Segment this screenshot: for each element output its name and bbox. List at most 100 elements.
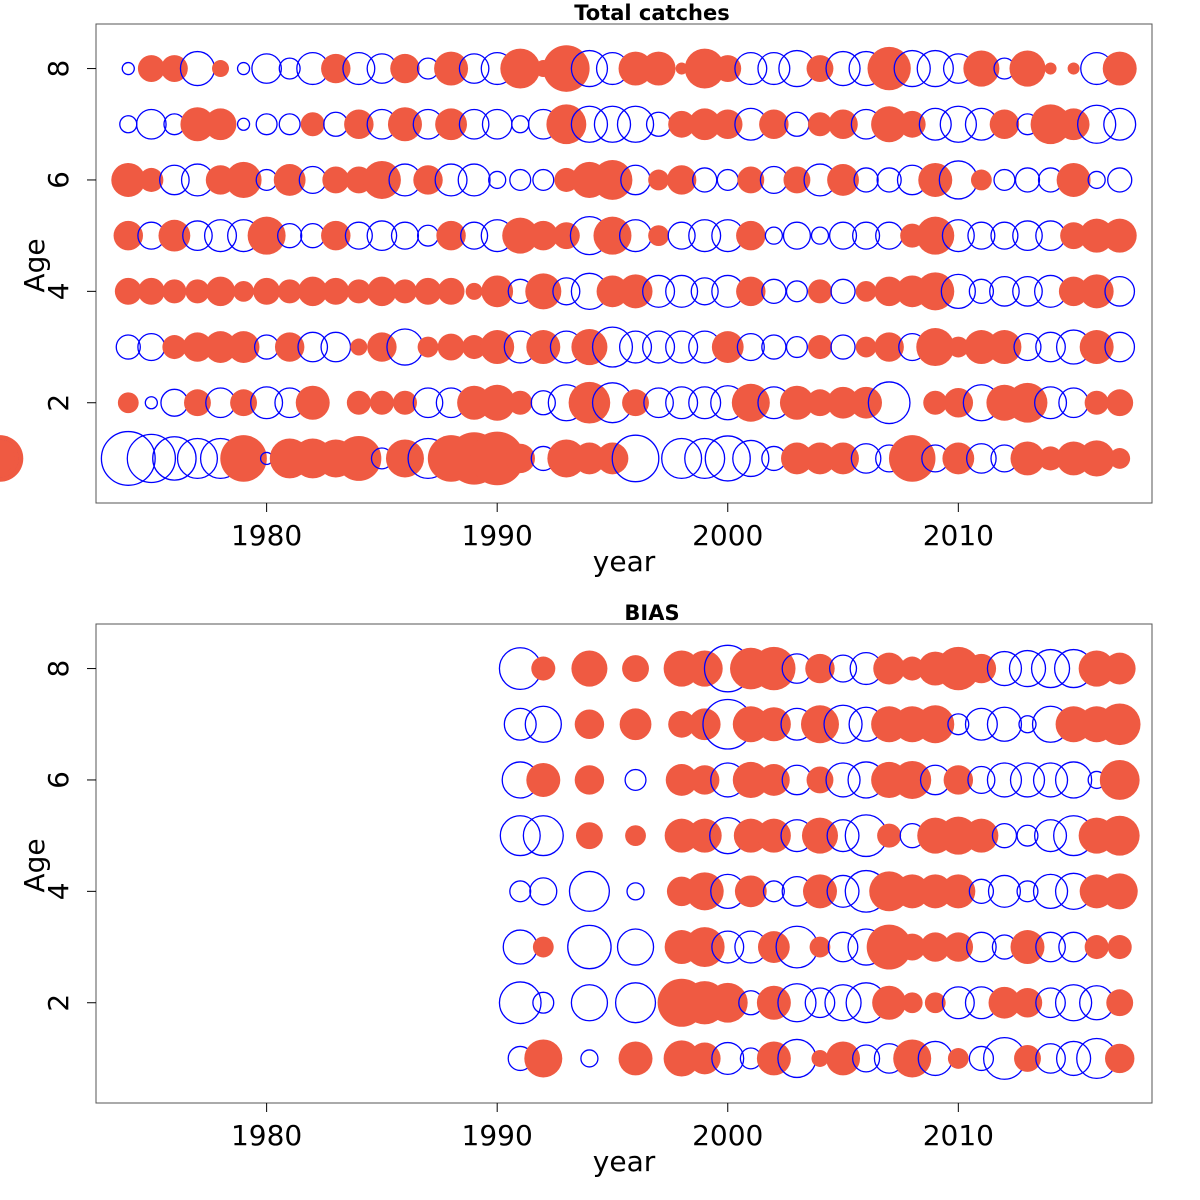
positive-residual-bubble [704,435,751,482]
x-axis-title: year [593,545,656,578]
positive-residual-bubble [665,386,699,420]
negative-residual-bubble [801,817,839,854]
negative-residual-bubble [592,160,633,200]
negative-residual-bubble [1099,760,1140,800]
positive-residual-bubble [736,332,765,362]
positive-residual-bubble [1103,107,1137,141]
y-axis-title: Age [18,238,51,292]
positive-residual-bubble [825,50,861,87]
negative-residual-bubble [1010,930,1045,965]
negative-residual-bubble [757,764,790,796]
positive-residual-bubble [1008,649,1047,688]
positive-residual-bubble [176,437,219,480]
positive-residual-bubble [986,762,1023,798]
positive-residual-bubble [416,224,440,247]
negative-residual-bubble [713,109,743,139]
negative-residual-bubble [809,936,831,958]
negative-residual-bubble [1101,873,1138,910]
positive-residual-bubble [990,221,1019,250]
negative-residual-bubble [1057,108,1090,141]
negative-residual-bubble [462,335,487,360]
negative-residual-bubble [987,330,1022,365]
negative-residual-bubble [596,275,629,308]
positive-residual-bubble [941,986,975,1020]
positive-residual-bubble [580,1049,599,1068]
positive-residual-bubble [570,105,609,143]
negative-residual-bubble [137,55,165,82]
negative-residual-bubble [1103,652,1136,685]
negative-residual-bubble [362,160,401,199]
negative-residual-bubble [618,1041,653,1076]
positive-residual-bubble [940,273,976,309]
positive-residual-bubble [1104,331,1136,363]
positive-residual-bubble [1018,715,1037,734]
negative-residual-bubble [923,390,948,415]
negative-residual-bubble [648,169,669,191]
negative-residual-bubble [413,165,443,195]
negative-residual-bubble [160,55,188,82]
positive-residual-bubble [967,765,996,795]
positive-residual-bubble [458,108,490,140]
y-tick-label: 8 [42,660,75,678]
negative-residual-bubble [158,219,191,252]
negative-residual-bubble [526,762,561,797]
positive-residual-bubble [626,882,645,901]
negative-residual-bubble [855,280,877,302]
negative-residual-bubble [871,106,908,143]
negative-residual-bubble [390,53,420,84]
negative-residual-bubble [1056,162,1091,197]
positive-residual-bubble [1013,332,1042,362]
positive-residual-bubble [320,331,352,363]
y-tick-label: 4 [42,282,75,300]
negative-residual-bubble [274,332,305,362]
negative-residual-bubble [732,761,769,798]
positive-residual-bubble [810,226,830,245]
negative-residual-bubble [688,708,721,741]
positive-residual-bubble [524,705,562,743]
positive-residual-bubble [1058,931,1089,963]
negative-residual-bubble [734,875,767,908]
negative-residual-bubble [756,985,791,1020]
negative-residual-bubble [867,46,911,91]
y-tick-label: 6 [42,771,75,789]
negative-residual-bubble [350,338,368,356]
positive-residual-bubble [278,113,301,136]
negative-residual-bubble [1107,935,1132,960]
negative-residual-bubble [575,822,603,850]
negative-residual-bubble [336,435,382,481]
negative-residual-bubble [947,1048,969,1069]
x-tick-label: 1980 [231,519,302,552]
positive-residual-bubble [716,168,739,192]
negative-residual-bubble [162,335,187,360]
negative-residual-bubble [247,216,286,255]
positive-residual-bubble [618,330,653,364]
positive-residual-bubble [1012,275,1043,307]
positive-residual-bubble [761,334,787,360]
negative-residual-bubble [568,381,611,424]
negative-residual-bubble [804,442,836,475]
y-tick-label: 2 [42,994,75,1012]
y-tick-label: 6 [42,171,75,189]
positive-residual-bubble [968,878,995,905]
negative-residual-bubble [417,336,439,358]
negative-residual-bubble [873,652,906,685]
negative-residual-bubble [273,164,306,196]
negative-residual-bubble [648,225,669,247]
positive-residual-bubble [642,274,676,308]
negative-residual-bubble [947,336,969,358]
positive-residual-bubble [642,330,676,364]
plot-frame [95,623,1153,1104]
positive-residual-bubble [278,57,301,80]
negative-residual-bubble [344,109,374,139]
negative-residual-bubble [436,220,466,251]
negative-residual-bubble [806,55,834,82]
negative-residual-bubble [714,55,742,82]
positive-residual-bubble [160,388,189,417]
positive-residual-bubble [967,221,996,250]
negative-residual-bubble [936,646,980,691]
negative-residual-bubble [675,62,688,75]
positive-residual-bubble [986,706,1023,742]
negative-residual-bubble [1067,62,1080,75]
positive-residual-bubble [509,168,532,192]
x-axis-title: year [593,1145,656,1178]
